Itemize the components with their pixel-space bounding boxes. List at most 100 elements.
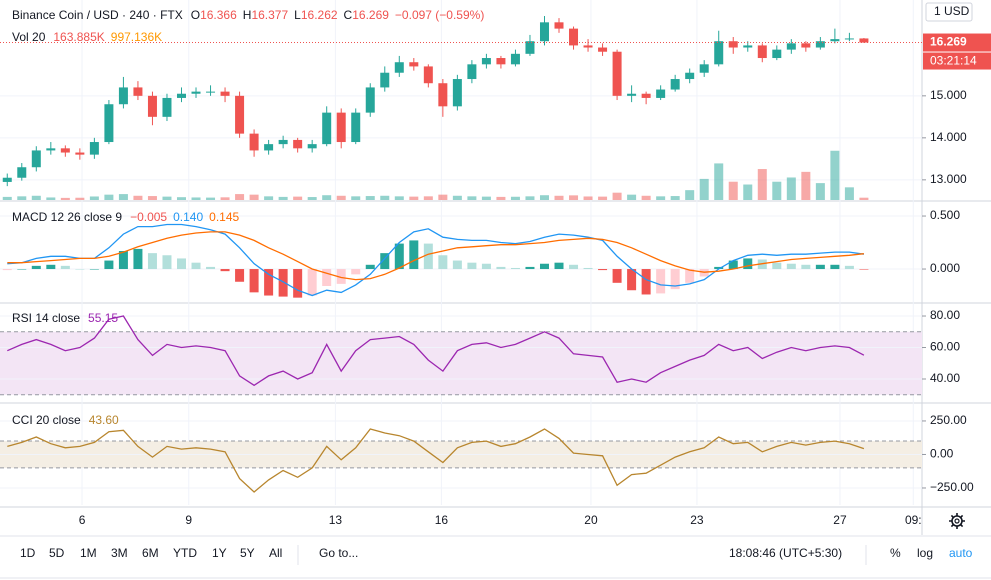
- log-toggle[interactable]: log: [917, 546, 933, 560]
- histogram-bar: [452, 260, 462, 270]
- candle-body: [351, 112, 361, 143]
- histogram-bar: [786, 263, 796, 270]
- candle-body: [685, 72, 695, 80]
- legend-text: 16.269: [352, 8, 389, 22]
- candle-body: [539, 22, 549, 42]
- volume-bar: [598, 196, 608, 200]
- settings-icon[interactable]: [949, 513, 965, 529]
- x-tick-label: 16: [435, 513, 449, 527]
- range-button[interactable]: 1D: [20, 546, 36, 560]
- volume-bar: [743, 184, 753, 200]
- legend-text: 997.136K: [111, 30, 162, 44]
- indicator-line: [7, 428, 865, 493]
- unit-box[interactable]: [925, 2, 973, 22]
- legend-text: −0.097 (−0.59%): [395, 8, 484, 22]
- candle-body: [569, 28, 579, 46]
- legend-text: Binance Coin / USD · 240 · FTX: [12, 8, 183, 22]
- candle-body: [510, 53, 520, 65]
- volume-bar: [757, 169, 767, 200]
- volume-bar: [60, 197, 70, 200]
- candle-body: [423, 66, 433, 84]
- histogram-bar: [772, 262, 782, 270]
- range-button[interactable]: 1Y: [212, 546, 227, 560]
- candle-body: [60, 148, 70, 153]
- histogram-bar: [293, 269, 303, 298]
- histogram-bar: [104, 260, 114, 270]
- candle-body: [743, 45, 753, 48]
- histogram-bar: [423, 243, 433, 270]
- volume-bar: [75, 197, 85, 200]
- volume-bar: [656, 196, 666, 200]
- histogram-bar: [147, 253, 157, 270]
- volume-bar: [394, 196, 404, 200]
- histogram-bar: [685, 269, 695, 283]
- range-button[interactable]: YTD: [173, 546, 197, 560]
- volume-bar: [380, 195, 390, 200]
- candle-body: [670, 79, 680, 90]
- histogram-bar: [612, 269, 622, 283]
- volume-bar: [423, 196, 433, 200]
- legend-text: 55.15: [88, 311, 118, 325]
- volume-bar: [554, 195, 564, 200]
- candle-body: [598, 47, 608, 52]
- histogram-bar: [539, 263, 549, 270]
- volume-bar: [685, 190, 695, 200]
- legend-text: CCI 20 close: [12, 413, 81, 427]
- volume-bar: [322, 195, 332, 200]
- range-button[interactable]: 6M: [142, 546, 159, 560]
- candle-body: [133, 87, 143, 96]
- y-tick-label: 80.00: [930, 308, 960, 322]
- candle-body: [772, 49, 782, 59]
- last-price-label: 16.269: [930, 35, 967, 49]
- candle-body: [31, 150, 41, 168]
- candle-body: [89, 142, 99, 155]
- volume-bar: [612, 192, 622, 200]
- candle-body: [757, 45, 767, 59]
- range-button[interactable]: All: [269, 546, 282, 560]
- auto-toggle[interactable]: auto: [949, 546, 973, 560]
- range-button[interactable]: 3M: [111, 546, 128, 560]
- volume-bar: [728, 181, 738, 200]
- volume-bar: [336, 195, 346, 200]
- goto-button[interactable]: Go to...: [319, 546, 358, 560]
- volume-bar: [815, 183, 825, 200]
- histogram-bar: [728, 260, 738, 270]
- volume-bar: [351, 196, 361, 200]
- percent-toggle[interactable]: %: [890, 546, 901, 560]
- candle-body: [147, 95, 157, 117]
- volume-bar: [133, 195, 143, 200]
- legend-text: 163.885K: [53, 30, 104, 44]
- legend-text: H: [243, 8, 252, 22]
- histogram-bar: [714, 266, 724, 270]
- histogram-bar: [176, 258, 186, 270]
- range-button[interactable]: 5Y: [240, 546, 255, 560]
- x-tick-label: 20: [584, 513, 598, 527]
- volume-bar: [786, 177, 796, 200]
- candle-body: [525, 41, 535, 54]
- volume-bar: [264, 196, 274, 200]
- candle-body: [815, 41, 825, 48]
- candle-body: [452, 79, 462, 107]
- volume-bar: [118, 194, 128, 200]
- volume-bar: [307, 197, 317, 200]
- candle-body: [191, 91, 201, 94]
- histogram-bar: [844, 265, 854, 270]
- candle-body: [220, 91, 230, 96]
- range-button[interactable]: 1M: [80, 546, 97, 560]
- range-button[interactable]: 5D: [49, 546, 65, 560]
- volume-bar: [104, 194, 114, 200]
- volume-bar: [452, 195, 462, 200]
- candle-body: [75, 152, 85, 155]
- y-tick-label: 0.500: [930, 208, 960, 222]
- volume-bar: [670, 196, 680, 200]
- volume-bar: [235, 194, 245, 200]
- volume-bar: [641, 195, 651, 200]
- histogram-bar: [656, 269, 666, 294]
- candle-body: [859, 38, 869, 43]
- histogram-bar: [46, 264, 56, 270]
- candle-body: [467, 64, 477, 80]
- candle-body: [365, 87, 375, 113]
- candle-body: [249, 133, 259, 151]
- histogram-bar: [278, 269, 288, 297]
- y-tick-label: 0.00: [930, 447, 954, 461]
